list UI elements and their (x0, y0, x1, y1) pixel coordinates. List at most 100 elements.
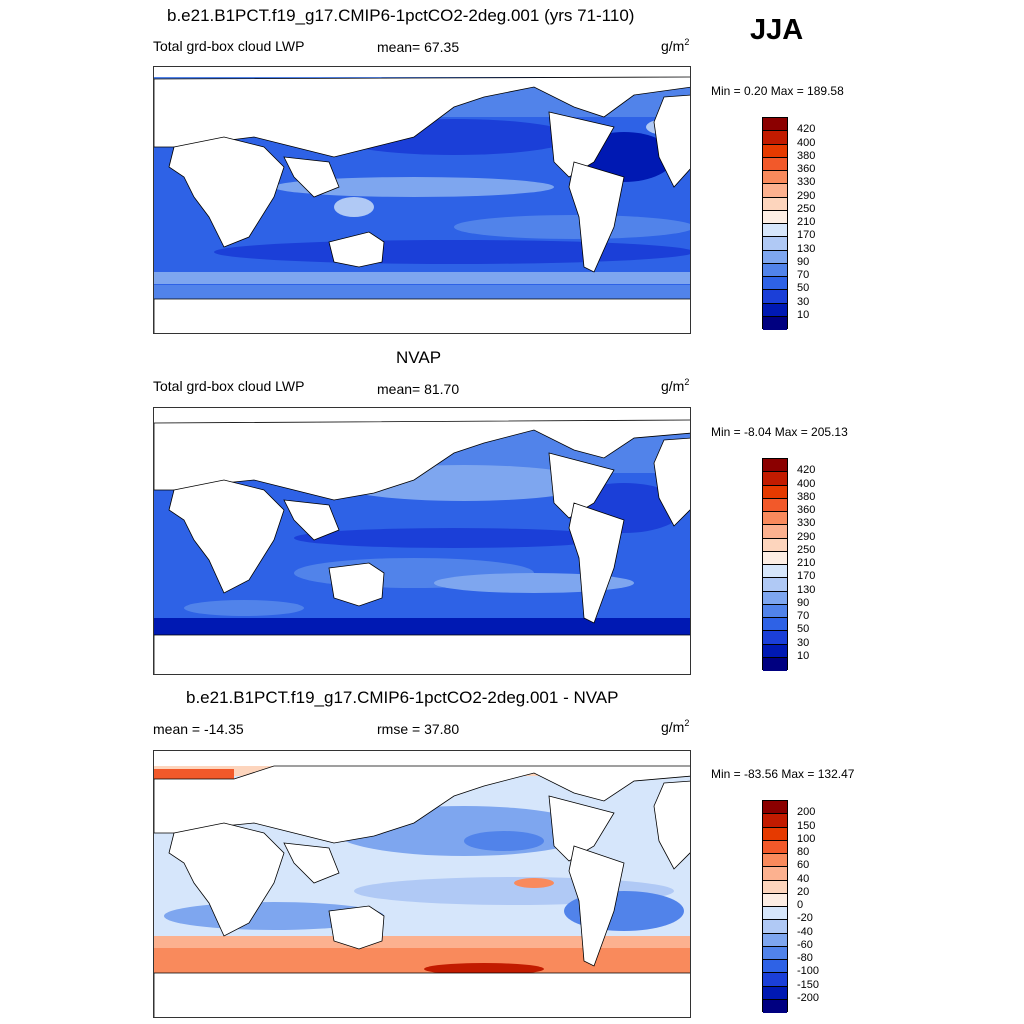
colorbar-swatch (763, 827, 787, 841)
colorbar-tick-label: 40 (797, 872, 810, 885)
panel2-colorbar (762, 458, 788, 671)
colorbar-tick-label: 380 (797, 490, 816, 503)
panel2-unit: g/m2 (661, 377, 690, 394)
colorbar-tick-label: 150 (797, 819, 816, 832)
colorbar-tick-label: 400 (797, 136, 816, 149)
colorbar-tick-label: 10 (797, 649, 810, 662)
colorbar-swatch (763, 631, 787, 645)
colorbar-swatch (763, 960, 787, 974)
colorbar-tick-label: 360 (797, 163, 816, 175)
colorbar-swatch (763, 250, 787, 264)
colorbar-swatch (763, 118, 787, 132)
colorbar-swatch (763, 907, 787, 921)
colorbar-swatch (763, 171, 787, 185)
colorbar-swatch (763, 973, 787, 987)
colorbar-swatch (763, 144, 787, 158)
colorbar-swatch (763, 538, 787, 552)
colorbar-swatch (763, 591, 787, 605)
colorbar-tick-label: 130 (797, 583, 816, 596)
colorbar-tick-label: 380 (797, 149, 816, 162)
colorbar-tick-label: -200 (797, 991, 820, 1004)
panel1-map-svg (154, 76, 690, 333)
colorbar-swatch (763, 933, 787, 947)
colorbar-tick-label: 90 (797, 596, 810, 609)
panel2-mean-label: mean= 81.70 (377, 381, 460, 397)
colorbar-tick-label: 50 (797, 282, 810, 295)
colorbar-swatch (763, 184, 787, 198)
colorbar-swatch (763, 986, 787, 1000)
colorbar-swatch (763, 893, 787, 907)
colorbar-tick-label: 130 (797, 242, 816, 255)
colorbar-swatch (763, 880, 787, 894)
colorbar-tick-label: 400 (797, 477, 816, 490)
colorbar-swatch (763, 814, 787, 828)
panel3-colorbar (762, 800, 788, 1013)
colorbar-swatch (763, 920, 787, 934)
panel2-title: NVAP (396, 348, 442, 367)
colorbar-swatch (763, 565, 787, 579)
colorbar-tick-label: 80 (797, 846, 810, 858)
colorbar-tick-label: 20 (797, 885, 810, 898)
colorbar-tick-label: 210 (797, 557, 816, 569)
colorbar-tick-label: 60 (797, 859, 810, 872)
colorbar-swatch (763, 946, 787, 960)
colorbar-swatch (763, 578, 787, 592)
colorbar-tick-label: -80 (797, 952, 813, 964)
panel3-rmse-label: rmse = 37.80 (377, 721, 460, 737)
colorbar-tick-label: 170 (797, 229, 816, 242)
panel1-mean-label: mean= 67.35 (377, 39, 460, 55)
colorbar-tick-label: 200 (797, 806, 816, 819)
colorbar-swatch (763, 131, 787, 145)
colorbar-swatch (763, 237, 787, 251)
colorbar-swatch (763, 303, 787, 317)
colorbar-tick-label: -20 (797, 912, 813, 925)
colorbar-tick-label: 210 (797, 216, 816, 228)
colorbar-tick-label: 50 (797, 623, 810, 636)
colorbar-swatch (763, 840, 787, 854)
colorbar-swatch (763, 525, 787, 539)
panel2-map-svg (154, 419, 690, 674)
panel3-mean-label: mean = -14.35 (153, 721, 244, 737)
panel1-colorbar (762, 117, 788, 330)
colorbar-swatch (763, 290, 787, 304)
panel1-variable-label: Total grd-box cloud LWP (153, 38, 305, 54)
colorbar-swatch (763, 604, 787, 618)
colorbar-tick-label: 290 (797, 189, 816, 202)
colorbar-tick-label: 420 (797, 123, 816, 136)
colorbar-swatch (763, 657, 787, 671)
colorbar-tick-label: -150 (797, 978, 820, 991)
colorbar-tick-label: 420 (797, 464, 816, 477)
panel3-map (153, 750, 691, 1018)
colorbar-swatch (763, 551, 787, 565)
colorbar-tick-label: 30 (797, 636, 810, 649)
panel1-unit: g/m2 (661, 37, 690, 54)
colorbar-swatch (763, 263, 787, 277)
colorbar-swatch (763, 277, 787, 291)
colorbar-swatch (763, 459, 787, 473)
colorbar-tick-label: 330 (797, 176, 816, 189)
colorbar-swatch (763, 867, 787, 881)
panel1-land (154, 76, 690, 333)
panel3-map-svg (154, 765, 690, 1017)
colorbar-swatch (763, 854, 787, 868)
panel2-land (154, 419, 690, 674)
colorbar-swatch (763, 498, 787, 512)
colorbar-swatch (763, 224, 787, 238)
colorbar-tick-label: 70 (797, 269, 810, 281)
colorbar-swatch (763, 485, 787, 499)
panel2-variable-label: Total grd-box cloud LWP (153, 378, 305, 394)
season-label: JJA (750, 14, 804, 46)
colorbar-swatch (763, 210, 787, 224)
colorbar-tick-label: 360 (797, 504, 816, 516)
colorbar-tick-label: 70 (797, 610, 810, 622)
panel3-title: b.e21.B1PCT.f19_g17.CMIP6-1pctCO2-2deg.0… (186, 688, 619, 707)
colorbar-swatch (763, 644, 787, 658)
colorbar-tick-label: 90 (797, 255, 810, 268)
colorbar-swatch (763, 197, 787, 211)
colorbar-tick-label: 250 (797, 543, 816, 556)
panel3-land (154, 765, 690, 1017)
colorbar-swatch (763, 472, 787, 486)
colorbar-tick-label: -60 (797, 938, 813, 951)
panel2-map (153, 407, 691, 675)
colorbar-tick-label: 100 (797, 832, 816, 845)
